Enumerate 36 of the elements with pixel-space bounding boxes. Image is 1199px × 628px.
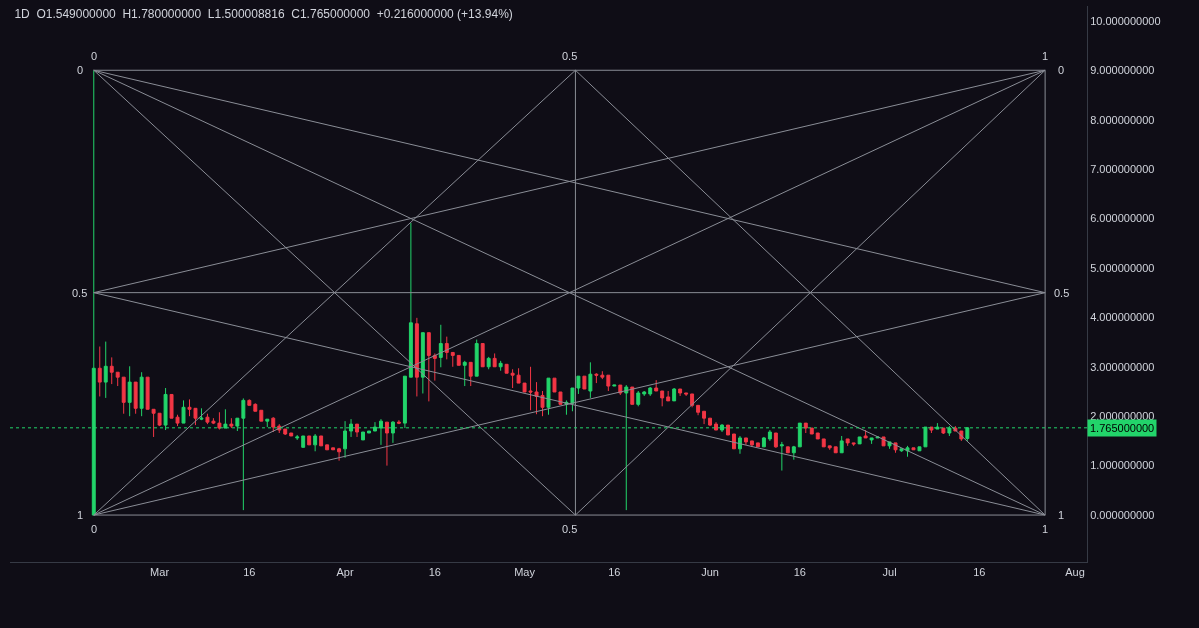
annotation: 0 [91,50,98,62]
annotation: 0.5 [562,50,578,62]
x-tick-label: Apr [336,566,354,579]
y-tick-label: 4.000000000 [1090,311,1155,324]
annotation: 1 [1058,509,1065,521]
y-tick-label: 2.000000000 [1090,410,1155,423]
y-tick-label: 6.000000000 [1090,212,1155,225]
y-tick-label: 8.000000000 [1090,113,1155,126]
annotation: 0.5 [1054,287,1070,299]
x-tick-label: Jun [701,566,719,579]
annotation: 1 [1042,523,1049,535]
annotation: 0 [91,523,98,535]
x-tick-label: Mar [150,566,170,579]
annotation: 0 [77,64,84,76]
y-tick-label: 0.000000000 [1090,508,1155,521]
x-tick-label: 16 [428,566,441,579]
x-tick-label: Aug [1065,566,1085,579]
x-tick-label: Jul [882,566,897,579]
chart-title: 1D O1.549000000 H1.780000000 L1.500008816 C1.765000000 +0.216000000 (+13.94%) [14,6,513,21]
x-tick-label: 16 [793,566,806,579]
x-tick-label: 16 [243,566,256,579]
x-tick-label: May [514,566,536,579]
y-tick-label: 3.000000000 [1090,360,1155,373]
annotation: 1 [77,509,84,521]
x-tick-label: 16 [608,566,621,579]
y-tick-label: 9.000000000 [1090,64,1155,77]
y-tick-label: 1.000000000 [1090,459,1155,472]
annotation: 1 [1042,50,1049,62]
y-tick-label: 5.000000000 [1090,261,1155,274]
ref-line-label: 1.765000000 [1090,422,1155,434]
annotation: 0 [1058,64,1065,76]
annotation: 0.5 [72,287,88,299]
annotation: 0.5 [562,523,578,535]
x-tick-label: 16 [973,566,986,579]
y-tick-label: 7.000000000 [1090,162,1155,175]
y-tick-label: 10.000000000 [1090,14,1161,27]
